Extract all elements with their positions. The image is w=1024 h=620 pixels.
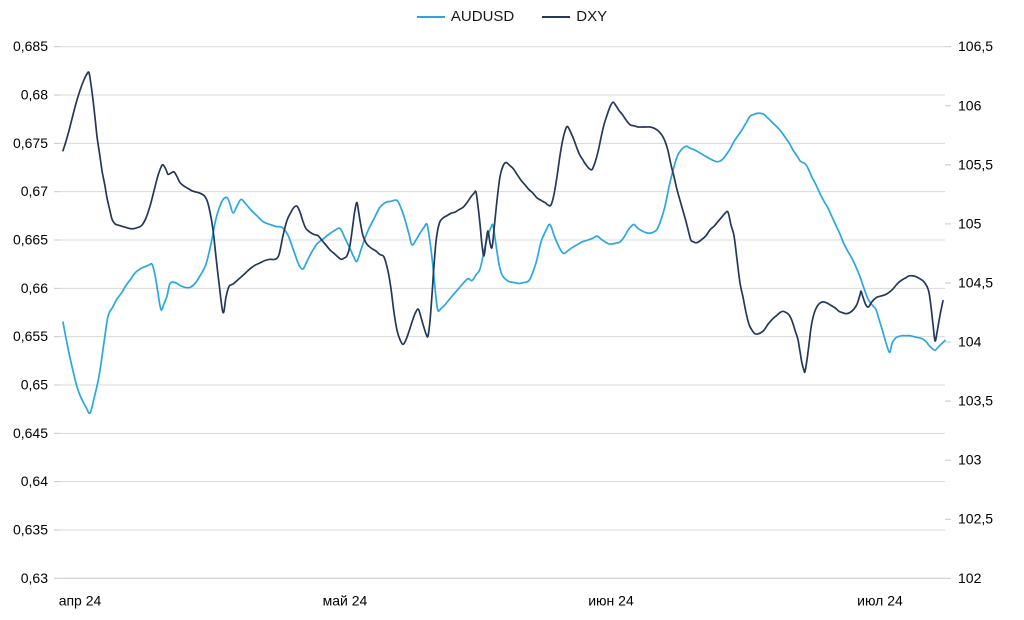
y-axis-right-label: 104 xyxy=(958,334,982,350)
audusd-line xyxy=(62,112,946,415)
legend-item-audusd: AUDUSD xyxy=(416,8,515,25)
y-axis-right-label: 105,5 xyxy=(958,156,993,172)
y-axis-left-label: 0,645 xyxy=(13,425,48,441)
y-axis-right-label: 105 xyxy=(958,215,982,231)
x-axis-label: июл 24 xyxy=(857,592,903,608)
y-axis-left-label: 0,665 xyxy=(13,232,48,248)
y-axis-left-label: 0,64 xyxy=(21,473,48,489)
audusd-line-swatch xyxy=(416,15,445,18)
chart-legend: AUDUSD DXY xyxy=(0,8,1024,25)
y-axis-left-label: 0,67 xyxy=(21,183,48,199)
legend-label-audusd: AUDUSD xyxy=(450,8,515,25)
x-axis-label: май 24 xyxy=(323,592,368,608)
y-axis-right-label: 103 xyxy=(958,452,982,468)
y-axis-left-label: 0,68 xyxy=(21,87,48,103)
y-axis-left-label: 0,63 xyxy=(21,570,48,586)
y-axis-right-label: 106,5 xyxy=(958,38,993,54)
legend-label-dxy: DXY xyxy=(576,8,608,25)
x-axis-label: апр 24 xyxy=(59,592,102,608)
y-axis-right-label: 104,5 xyxy=(958,274,993,290)
y-axis-left-label: 0,685 xyxy=(13,38,48,54)
x-axis-label: июн 24 xyxy=(588,592,634,608)
y-axis-left-label: 0,65 xyxy=(21,376,48,392)
y-axis-left-label: 0,635 xyxy=(13,521,48,537)
y-axis-left-label: 0,655 xyxy=(13,328,48,344)
y-axis-left-label: 0,66 xyxy=(21,280,48,296)
dxy-line-swatch xyxy=(542,15,571,18)
legend-item-dxy: DXY xyxy=(542,8,607,25)
dxy-line xyxy=(62,71,944,374)
y-axis-right-label: 102,5 xyxy=(958,511,993,527)
y-axis-right-label: 103,5 xyxy=(958,393,993,409)
y-axis-left-label: 0,675 xyxy=(13,135,48,151)
y-axis-right-label: 106 xyxy=(958,97,982,113)
y-axis-right-label: 102 xyxy=(958,570,982,586)
